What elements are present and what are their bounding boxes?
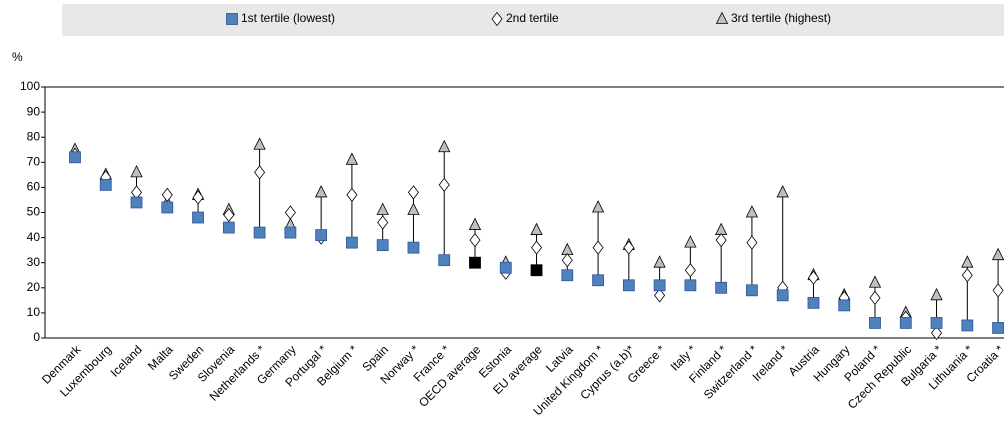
y-tick-label: 100 xyxy=(20,79,40,93)
point xyxy=(407,202,420,215)
point xyxy=(253,137,266,150)
point xyxy=(345,152,359,165)
point xyxy=(346,236,358,249)
point xyxy=(376,202,389,215)
point xyxy=(438,177,450,193)
point xyxy=(868,275,882,288)
plot-frame xyxy=(44,86,1004,339)
point xyxy=(376,239,389,252)
point xyxy=(961,268,973,283)
legend-marker xyxy=(491,11,503,27)
point xyxy=(438,139,451,153)
point xyxy=(838,299,851,312)
point xyxy=(653,279,666,292)
point xyxy=(776,289,789,302)
point xyxy=(468,217,482,230)
point xyxy=(223,207,235,223)
point xyxy=(161,201,174,214)
legend-marker xyxy=(715,11,729,24)
point xyxy=(561,253,573,268)
point xyxy=(314,185,328,198)
point xyxy=(930,317,943,329)
point xyxy=(591,200,605,213)
point xyxy=(930,287,943,301)
point xyxy=(592,274,604,287)
point xyxy=(438,254,451,267)
point xyxy=(284,226,297,239)
point xyxy=(653,255,666,268)
point xyxy=(161,187,173,203)
point xyxy=(654,288,666,303)
y-tick-label: 50 xyxy=(27,205,41,219)
point xyxy=(99,178,112,191)
point xyxy=(315,229,328,241)
y-tick-label: 30 xyxy=(27,255,41,269)
y-tick-label: 40 xyxy=(27,230,41,244)
point xyxy=(684,235,697,248)
legend-label: 3rd tertile (highest) xyxy=(731,11,831,25)
point xyxy=(530,222,543,235)
y-tick-label: 70 xyxy=(27,154,41,168)
point xyxy=(284,205,296,220)
point xyxy=(961,319,974,332)
legend-marker xyxy=(226,13,238,25)
point xyxy=(684,279,697,292)
y-tick-label: 60 xyxy=(27,180,41,194)
point xyxy=(622,279,635,292)
point xyxy=(869,290,881,305)
point xyxy=(715,222,728,235)
point xyxy=(346,187,358,203)
point xyxy=(746,235,758,250)
point xyxy=(715,281,728,294)
point xyxy=(807,296,820,309)
point xyxy=(222,221,235,234)
point xyxy=(407,241,420,254)
point xyxy=(776,185,789,198)
point xyxy=(991,247,1004,261)
legend-label: 1st tertile (lowest) xyxy=(241,11,335,25)
y-tick-label: 80 xyxy=(27,129,41,143)
point xyxy=(530,264,543,277)
point xyxy=(745,205,759,218)
y-tick-label: 90 xyxy=(27,104,41,118)
point xyxy=(469,232,481,248)
point xyxy=(561,269,574,282)
point xyxy=(746,284,758,297)
point xyxy=(592,240,604,255)
point xyxy=(531,240,543,255)
x-tick-label: Iceland xyxy=(108,342,145,379)
point xyxy=(561,242,574,256)
point xyxy=(623,240,635,255)
point xyxy=(992,322,1004,334)
point xyxy=(253,226,266,239)
point xyxy=(499,261,512,274)
point xyxy=(807,270,819,285)
point xyxy=(377,215,389,230)
point xyxy=(69,151,81,164)
point xyxy=(899,317,912,329)
y-tick-label: 0 xyxy=(33,330,40,344)
y-unit: % xyxy=(12,50,23,64)
legend-band xyxy=(62,4,1004,36)
y-tick-label: 10 xyxy=(27,305,41,319)
point xyxy=(254,165,266,180)
point xyxy=(869,317,881,329)
point xyxy=(469,256,481,269)
point xyxy=(130,196,143,209)
point xyxy=(992,283,1004,298)
point xyxy=(407,185,419,200)
point xyxy=(715,232,727,248)
point xyxy=(684,263,696,278)
legend-label: 2nd tertile xyxy=(506,11,559,25)
point xyxy=(931,325,943,341)
point xyxy=(192,211,204,224)
y-tick-label: 20 xyxy=(27,280,41,294)
point xyxy=(130,164,143,178)
point xyxy=(192,190,204,205)
point xyxy=(961,255,974,268)
